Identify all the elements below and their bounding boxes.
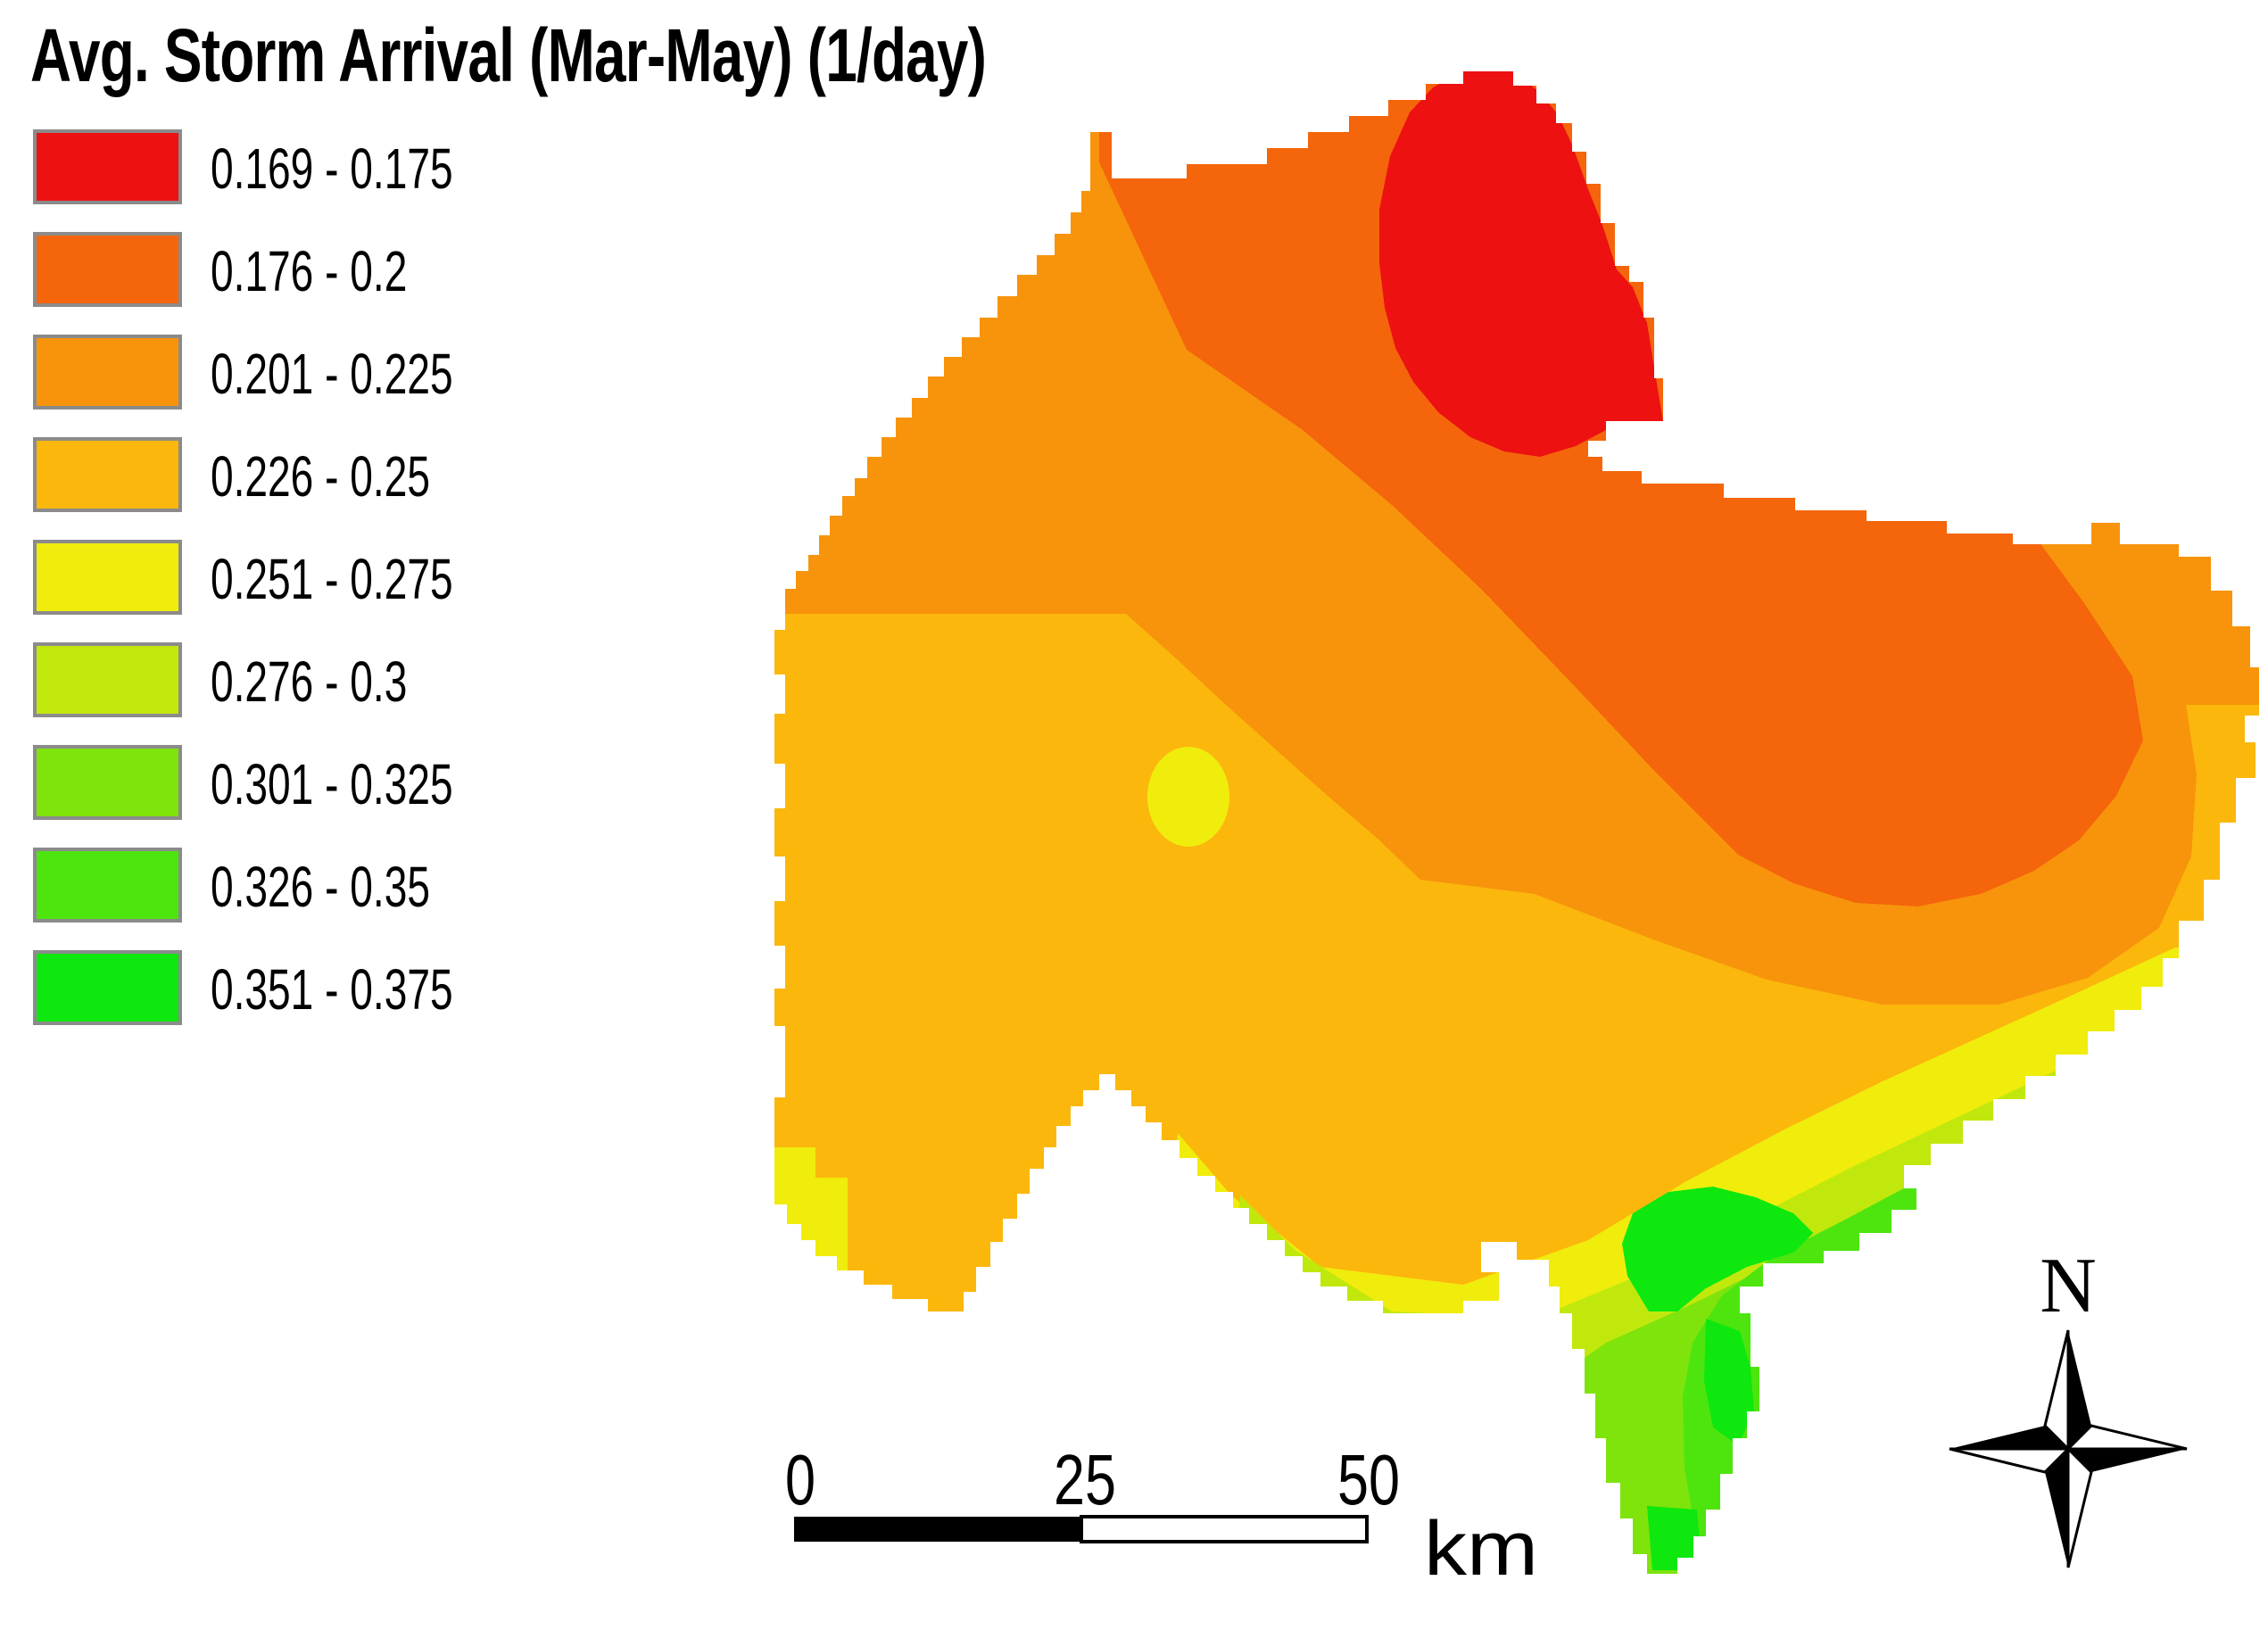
legend-swatch [33,232,182,307]
scale-tick-25: 25 [1054,1440,1116,1519]
scale-bar: 0 25 50 km [785,1440,1538,1592]
legend-swatch [33,642,182,717]
map-region-yellow-dot [1147,747,1229,847]
legend-label: 0.251 - 0.275 [211,547,453,611]
legend-row: 0.276 - 0.3 [33,642,658,717]
legend-label: 0.201 - 0.225 [211,342,453,406]
legend-swatch [33,745,182,820]
legend-label: 0.176 - 0.2 [211,239,408,303]
map-region-0351-0375 [1622,1187,1813,1311]
legend-swatch [33,335,182,410]
map-region-0169-0175 [1379,71,1663,457]
legend-label: 0.351 - 0.375 [211,957,453,1022]
legend-row: 0.301 - 0.325 [33,745,658,820]
map-region-0176-02 [1099,71,2143,906]
legend-swatch [33,437,182,512]
legend-row: 0.251 - 0.275 [33,540,658,615]
scale-unit-label: km [1424,1506,1538,1592]
legend-swatch [33,848,182,923]
legend-label: 0.276 - 0.3 [211,650,408,714]
scale-bar-white-segment [1080,1515,1369,1543]
legend-label: 0.326 - 0.35 [211,855,430,919]
legend-row: 0.169 - 0.175 [33,129,658,204]
legend-row: 0.201 - 0.225 [33,335,658,410]
page-title: Avg. Storm Arrival (Mar-May) (1/day) [30,13,987,97]
north-label: N [2040,1243,2097,1329]
map-raster-surface [774,71,2259,1574]
legend-swatch [33,540,182,615]
north-arrow: N [1949,1243,2188,1568]
legend-label: 0.301 - 0.325 [211,752,453,816]
legend-row: 0.176 - 0.2 [33,232,658,307]
compass-rose-icon [1949,1329,2188,1568]
legend-row: 0.351 - 0.375 [33,950,658,1025]
legend-swatch [33,129,182,204]
legend-row: 0.226 - 0.25 [33,437,658,512]
scale-tick-0: 0 [785,1440,815,1519]
map-region-0351-0375 [1704,1319,1754,1445]
legend-label: 0.226 - 0.25 [211,444,430,509]
legend-swatch [33,950,182,1025]
scale-bar-black-segment [794,1517,1081,1542]
scale-tick-50: 50 [1337,1440,1400,1519]
map-region-0351-0375 [1647,1506,1702,1570]
legend-label: 0.169 - 0.175 [211,137,453,201]
legend-row: 0.326 - 0.35 [33,848,658,923]
